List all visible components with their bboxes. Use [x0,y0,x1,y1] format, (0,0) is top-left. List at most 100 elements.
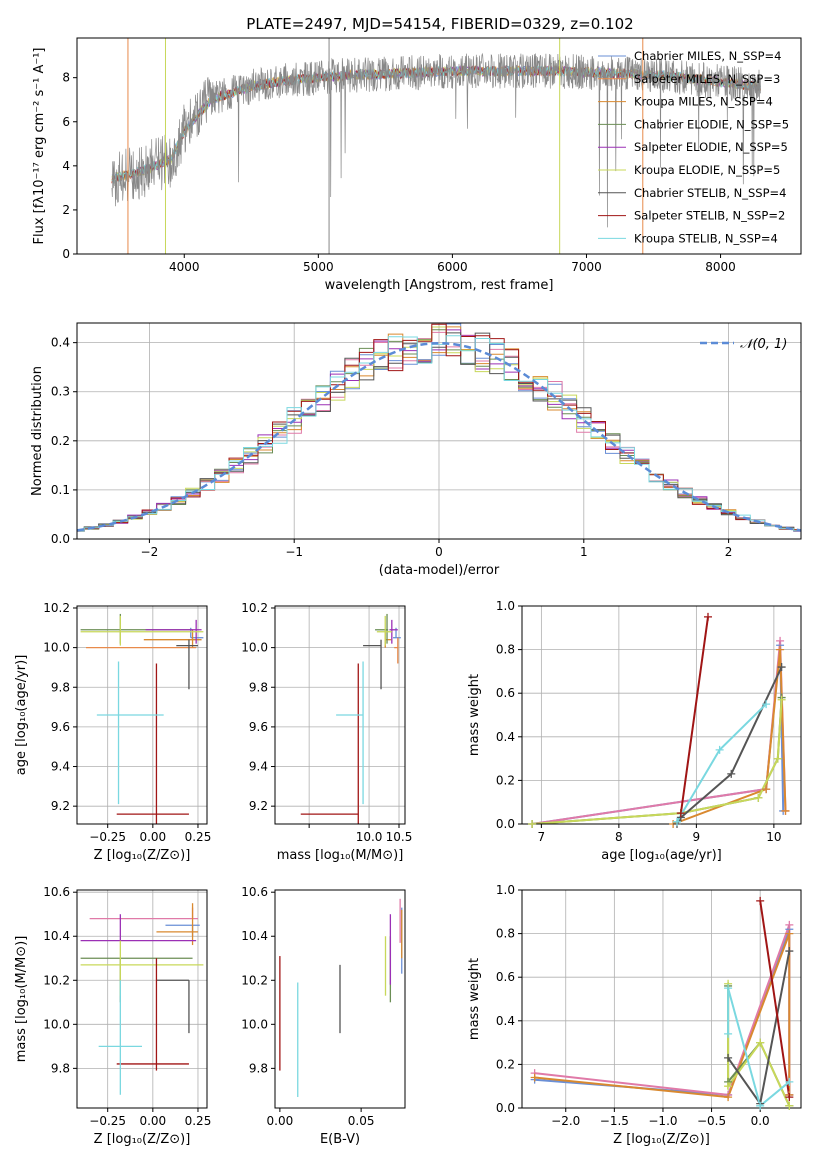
y-tick-label: 10.0 [43,1017,70,1031]
y-tick-label: 10.6 [43,885,70,899]
y-tick-label: 10.2 [43,973,70,987]
weight-point-marker [785,1077,794,1086]
axes: 4000 5000 6000 7000 8000 0 2 4 6 8 wavelength [Ang… [32,37,802,293]
weight-point-marker [724,1082,733,1091]
chart-spectrum: 4000 5000 6000 7000 8000 0 2 4 6 8 wavelength [Ang… [32,37,802,293]
weight-line [727,987,790,1108]
x-tick-label: 2 [725,545,733,559]
weight-point-marker [715,745,724,754]
normal-curve [77,341,801,532]
y-tick-label: 9.8 [249,680,268,694]
chart-mass-vs-Z: −0.25 0.00 0.25 9.8 10.0 10.2 10.4 10.6 Z [log₁₀… [14,885,211,1147]
y-tick-label: 9.6 [249,720,268,734]
weight-point-marker [676,809,685,818]
weight-point-marker [724,1029,733,1038]
weight-point-marker [785,947,794,956]
x-tick-label: 8000 [705,260,736,274]
axes-frame [274,889,406,1109]
y-tick-label: 10.2 [241,973,268,987]
chart-weight-vs-age: 7 8 9 10 0.0 0.2 0.4 0.6 0.8 1.0 age [log₁₀(age/yr… [467,599,802,863]
weight-point-marker [785,1093,794,1102]
weight-line [727,950,791,1107]
y-tick-label: 10.4 [241,929,268,943]
axes: 0.00 0.05 9.8 10.0 10.2 10.4 10.6 E(B-V) [241,885,406,1147]
y-tick-label: 0.6 [496,970,515,984]
axes: −2.0 −1.5 −1.0 −0.5 0.0 0.0 0.2 0.4 0.6 0.8 1.0 Z [… [467,883,802,1147]
residual-histogram-step [77,329,801,532]
x-tick-label: 0 [435,545,443,559]
y-tick-label: 0.2 [496,1057,515,1071]
y-tick-label: 9.8 [249,1061,268,1075]
y-axis-label: mass weight [467,674,482,756]
y-tick-label: 2 [62,203,70,217]
y-tick-label: 1.0 [496,599,515,613]
axes-frame [521,605,802,825]
x-tick-label: 0.25 [185,830,212,844]
axes-frame [76,889,208,1109]
y-tick-label: 0.4 [51,336,70,350]
legend-label: Kroupa STELIB, N_SSP=4 [634,231,778,245]
weight-line [679,616,709,814]
residual-histogram-step [77,332,801,532]
weight-point-marker [754,793,763,802]
y-tick-label: 10.0 [43,641,70,655]
y-tick-label: 6 [62,115,70,129]
x-tick-label: 7 [538,830,546,844]
y-tick-label: 0.2 [496,773,515,787]
weight-point-marker [785,920,794,929]
weight-point-marker [724,1053,733,1062]
y-tick-label: 10.4 [43,929,70,943]
y-tick-label: 0.2 [51,434,70,448]
weight-point-marker [776,636,785,645]
y-tick-label: 9.8 [51,1061,70,1075]
x-axis-label: wavelength [Angstrom, rest frame] [325,278,554,293]
legend-label: Chabrier STELIB, N_SSP=4 [634,186,786,200]
x-tick-label: 10.0 [356,830,383,844]
legend-label: Salpeter ELODIE, N_SSP=5 [634,140,788,154]
y-tick-label: 4 [62,159,70,173]
weight-point-marker [704,612,712,621]
x-tick-label: 1 [580,545,588,559]
weight-point-marker [781,806,790,815]
y-axis-label: mass weight [467,958,482,1040]
weight-point-marker [777,695,786,704]
y-tick-label: 10.0 [241,1017,268,1031]
weight-line [676,666,783,824]
legend-label: Chabrier MILES, N_SSP=4 [634,49,781,63]
weight-point-marker [528,820,537,828]
plot-area [300,613,401,824]
legend-label: Kroupa ELODIE, N_SSP=5 [634,163,780,177]
x-tick-label: 0.0 [751,1114,770,1128]
x-tick-label: 9 [693,830,701,844]
x-axis-label: Z [log₁₀(Z/Z⊙)] [613,1132,710,1147]
y-axis-label: Flux [fλ10⁻¹⁷ erg cm⁻² s⁻¹ A⁻¹] [32,48,47,245]
axes-frame [274,605,406,825]
weight-point-marker [777,663,786,672]
y-tick-label: 9.2 [249,799,268,813]
normal-legend-label: 𝒩(0, 1) [740,337,787,352]
x-axis-label: mass [log₁₀(M/M⊙)] [277,848,404,863]
weight-point-marker [756,1038,765,1047]
y-tick-label: 10.2 [43,601,70,615]
legend-label: Chabrier ELODIE, N_SSP=5 [634,117,789,131]
x-tick-label: −2.0 [551,1114,580,1128]
x-tick-label: 7000 [571,260,602,274]
y-axis-label: mass [log₁₀(M/M⊙)] [14,936,29,1063]
weight-point-marker [756,1101,765,1110]
x-axis-label: E(B-V) [320,1132,360,1147]
weight-point-marker [762,785,771,794]
y-axis-label: age [log₁₀(age/yr)] [14,655,29,776]
y-axis-label: Normed distribution [30,366,45,496]
y-tick-label: 10.0 [241,641,268,655]
axes-frame [76,605,208,825]
axes: −0.25 0.00 0.25 9.2 9.4 9.6 9.8 10.0 10.2 Z [log₁… [14,601,211,863]
y-tick-label: 9.4 [249,760,268,774]
weight-point-marker [724,984,733,993]
chart-age-vs-Z: −0.25 0.00 0.25 9.2 9.4 9.6 9.8 10.0 10.2 Z [log₁… [14,601,211,863]
x-axis-label: Z [log₁₀(Z/Z⊙)] [94,848,191,863]
y-tick-label: 9.2 [51,799,70,813]
y-tick-label: 0.6 [496,686,515,700]
y-tick-label: 0.4 [496,1014,515,1028]
